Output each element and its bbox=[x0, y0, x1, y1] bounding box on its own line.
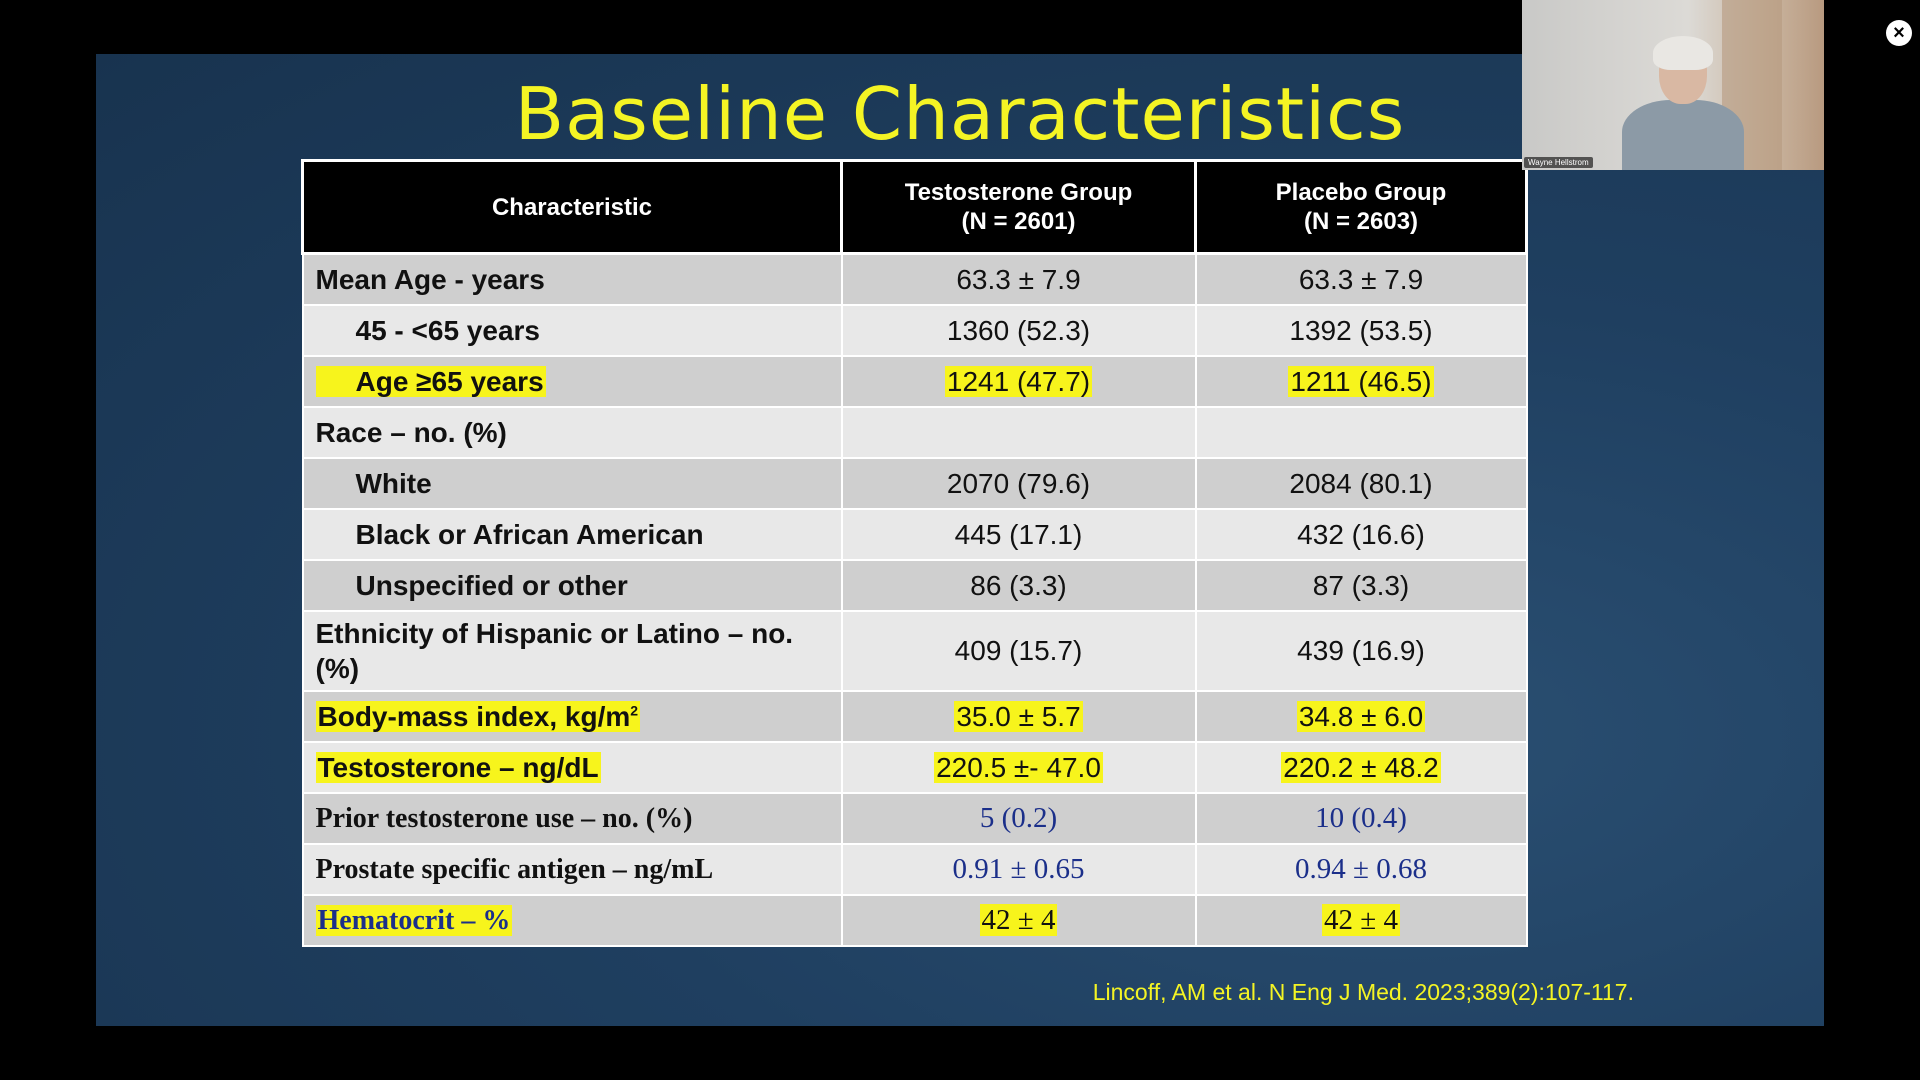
close-button[interactable]: × bbox=[1886, 20, 1912, 46]
testosterone-value bbox=[840, 406, 1197, 459]
row-label-cell: Body-mass index, kg/m2 bbox=[301, 690, 843, 743]
table-row-highlighted: Body-mass index, kg/m2 35.0 ± 5.7 34.8 ±… bbox=[301, 690, 1528, 743]
row-label: 45 - <65 years bbox=[301, 304, 843, 357]
row-label: Mean Age - years bbox=[301, 252, 843, 306]
table-row: Race – no. (%) bbox=[301, 406, 1528, 459]
row-label: Body-mass index, kg/m bbox=[317, 700, 631, 732]
placebo-cell: 1211 (46.5) bbox=[1194, 355, 1528, 408]
participant-video-tile[interactable]: Wayne Hellstrom bbox=[1522, 0, 1824, 170]
row-label-cell: Hematocrit – % bbox=[301, 894, 843, 947]
placebo-value: 87 (3.3) bbox=[1194, 559, 1528, 612]
testosterone-value: 2070 (79.6) bbox=[840, 457, 1197, 510]
table-row: Mean Age - years 63.3 ± 7.9 63.3 ± 7.9 bbox=[301, 252, 1528, 306]
placebo-cell: 220.2 ± 48.2 bbox=[1194, 741, 1528, 794]
placebo-value: 42 ± 4 bbox=[1322, 904, 1400, 936]
placebo-value: 1392 (53.5) bbox=[1194, 304, 1528, 357]
testosterone-cell: 220.5 ±- 47.0 bbox=[840, 741, 1197, 794]
header-group2-n: (N = 2603) bbox=[1303, 208, 1419, 235]
testosterone-value: 220.5 ±- 47.0 bbox=[934, 751, 1103, 783]
placebo-cell: 42 ± 4 bbox=[1194, 894, 1528, 947]
participant-name-tag: Wayne Hellstrom bbox=[1524, 157, 1593, 168]
row-label-cell: Age ≥65 years bbox=[301, 355, 843, 408]
row-label: Black or African American bbox=[301, 508, 843, 561]
testosterone-value: 42 ± 4 bbox=[979, 904, 1058, 936]
table-row: White 2070 (79.6) 2084 (80.1) bbox=[301, 457, 1528, 510]
table-row: Prostate specific antigen – ng/mL 0.91 ±… bbox=[301, 843, 1528, 896]
placebo-value: 2084 (80.1) bbox=[1194, 457, 1528, 510]
placebo-cell: 34.8 ± 6.0 bbox=[1194, 690, 1528, 743]
placebo-value: 63.3 ± 7.9 bbox=[1194, 252, 1528, 306]
placebo-value: 220.2 ± 48.2 bbox=[1281, 751, 1441, 783]
row-label: White bbox=[301, 457, 843, 510]
table-row: Black or African American 445 (17.1) 432… bbox=[301, 508, 1528, 561]
placebo-value: 34.8 ± 6.0 bbox=[1296, 700, 1426, 732]
testosterone-value: 409 (15.7) bbox=[840, 610, 1197, 692]
header-group1-n: (N = 2601) bbox=[961, 208, 1076, 235]
citation: Lincoff, AM et al. N Eng J Med. 2023;389… bbox=[1092, 979, 1634, 1005]
testosterone-value: 1360 (52.3) bbox=[840, 304, 1197, 357]
row-label: Unspecified or other bbox=[301, 559, 843, 612]
testosterone-value: 63.3 ± 7.9 bbox=[840, 252, 1197, 306]
header-placebo-group: Placebo Group (N = 2603) bbox=[1194, 159, 1528, 255]
table-row: Ethnicity of Hispanic or Latino – no. (%… bbox=[301, 610, 1528, 692]
participant-torso bbox=[1622, 100, 1744, 170]
header-characteristic: Characteristic bbox=[301, 159, 843, 255]
testosterone-value: 35.0 ± 5.7 bbox=[954, 700, 1083, 732]
row-label: Hematocrit – % bbox=[315, 904, 513, 936]
testosterone-cell: 42 ± 4 bbox=[840, 894, 1197, 947]
placebo-value: 439 (16.9) bbox=[1194, 610, 1528, 692]
table-row: 45 - <65 years 1360 (52.3) 1392 (53.5) bbox=[301, 304, 1528, 357]
row-label: Ethnicity of Hispanic or Latino – no. (%… bbox=[301, 610, 843, 692]
row-label-superscript: 2 bbox=[630, 702, 639, 719]
row-label: Prostate specific antigen – ng/mL bbox=[301, 843, 843, 896]
testosterone-value: 445 (17.1) bbox=[840, 508, 1197, 561]
row-label-cell: Testosterone – ng/dL bbox=[301, 741, 843, 794]
table-row: Unspecified or other 86 (3.3) 87 (3.3) bbox=[301, 559, 1528, 612]
table-header-row: Characteristic Testosterone Group (N = 2… bbox=[301, 159, 1528, 255]
testosterone-cell: 35.0 ± 5.7 bbox=[840, 690, 1197, 743]
participant-hair bbox=[1653, 36, 1713, 70]
table-row-highlighted: Testosterone – ng/dL 220.5 ±- 47.0 220.2… bbox=[301, 741, 1528, 794]
slide-title: Baseline Characteristics bbox=[514, 72, 1406, 156]
placebo-value: 1211 (46.5) bbox=[1288, 365, 1434, 397]
testosterone-value: 0.91 ± 0.65 bbox=[840, 843, 1197, 896]
table-row-highlighted: Hematocrit – % 42 ± 4 42 ± 4 bbox=[301, 894, 1528, 947]
testosterone-value: 1241 (47.7) bbox=[944, 365, 1093, 397]
header-group2-name: Placebo Group bbox=[1275, 179, 1447, 206]
placebo-value bbox=[1194, 406, 1528, 459]
header-testosterone-group: Testosterone Group (N = 2601) bbox=[840, 159, 1197, 255]
baseline-table: Characteristic Testosterone Group (N = 2… bbox=[301, 159, 1528, 947]
placebo-value: 10 (0.4) bbox=[1194, 792, 1528, 845]
placebo-value: 0.94 ± 0.68 bbox=[1194, 843, 1528, 896]
presentation-slide: Baseline Characteristics Characteristic … bbox=[96, 54, 1824, 1026]
placebo-value: 432 (16.6) bbox=[1194, 508, 1528, 561]
table-row: Prior testosterone use – no. (%) 5 (0.2)… bbox=[301, 792, 1528, 845]
row-label-wrap: Body-mass index, kg/m2 bbox=[315, 700, 641, 732]
row-label: Age ≥65 years bbox=[315, 365, 546, 397]
testosterone-value: 86 (3.3) bbox=[840, 559, 1197, 612]
testosterone-value: 5 (0.2) bbox=[840, 792, 1197, 845]
testosterone-cell: 1241 (47.7) bbox=[840, 355, 1197, 408]
row-label: Prior testosterone use – no. (%) bbox=[301, 792, 843, 845]
row-label: Race – no. (%) bbox=[301, 406, 843, 459]
table-row-highlighted: Age ≥65 years 1241 (47.7) 1211 (46.5) bbox=[301, 355, 1528, 408]
header-group1-name: Testosterone Group bbox=[904, 179, 1133, 206]
row-label: Testosterone – ng/dL bbox=[315, 751, 601, 783]
